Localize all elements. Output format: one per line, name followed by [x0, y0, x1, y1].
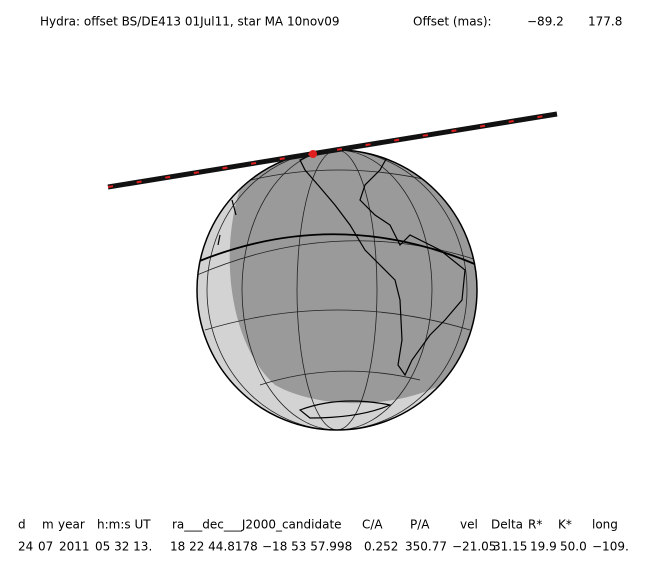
column-header: P/A — [410, 518, 430, 532]
table-cell: −21.05 — [452, 540, 496, 554]
column-header: h:m:s UT — [97, 518, 151, 532]
offset-value: 177.8 — [588, 15, 622, 29]
column-header: vel — [460, 518, 478, 532]
offset-value: −89.2 — [527, 15, 564, 29]
title: Hydra: offset BS/DE413 01Jul11, star MA … — [40, 15, 340, 29]
table-cell: 2011 — [59, 540, 90, 554]
table-cell: 24 — [18, 540, 33, 554]
table-cell: 50.0 — [560, 540, 587, 554]
globe — [196, 149, 478, 431]
table-cell: 07 — [38, 540, 53, 554]
night-region — [229, 150, 477, 404]
column-header: long — [592, 518, 618, 532]
coastlines — [217, 150, 466, 419]
column-header: K* — [558, 518, 572, 532]
table-cell: 350.77 — [405, 540, 447, 554]
column-header: d — [18, 518, 26, 532]
closest-approach — [309, 150, 317, 158]
column-header: year — [58, 518, 85, 532]
table-cell: −109. — [592, 540, 629, 554]
column-header: ra___dec___J2000_candidate — [172, 518, 342, 532]
column-header: Delta — [491, 518, 523, 532]
table-cell: −18 53 57.998 — [262, 540, 352, 554]
table-cell: 0.252 — [364, 540, 398, 554]
table-cell: 31.15 — [493, 540, 527, 554]
offset-label: Offset (mas): — [413, 15, 492, 29]
table-cell: 19.9 — [530, 540, 557, 554]
column-header: C/A — [362, 518, 383, 532]
column-header: m — [42, 518, 54, 532]
table-cell: 18 22 44.8178 — [170, 540, 258, 554]
column-header: R* — [528, 518, 542, 532]
shadow-path — [107, 111, 558, 190]
equator — [197, 233, 477, 266]
table-cell: 05 32 13. — [95, 540, 152, 554]
